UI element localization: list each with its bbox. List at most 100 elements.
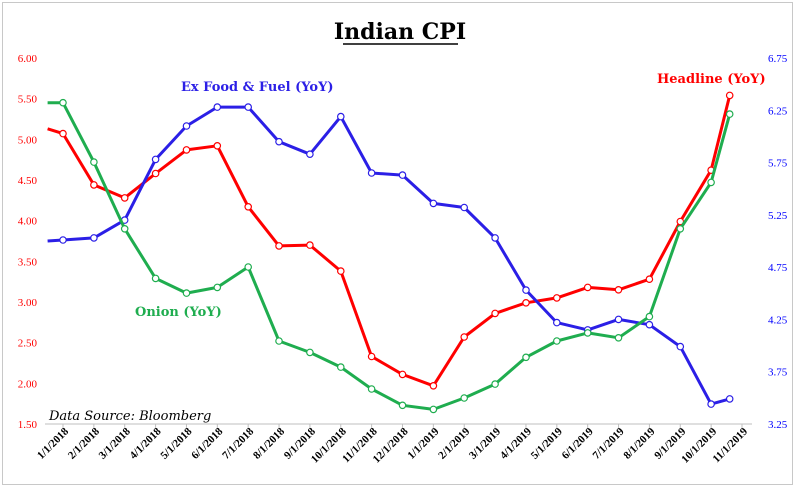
right-axis-tick-label: 5.75 xyxy=(768,158,788,170)
series-point xyxy=(244,203,253,211)
series-line-1 xyxy=(47,105,731,406)
series-point xyxy=(460,203,469,212)
left-axis-tick-label: 3.50 xyxy=(18,256,38,268)
series-point xyxy=(275,242,283,250)
chart-title: Indian CPI xyxy=(334,19,466,45)
series-point xyxy=(367,385,376,393)
indian-cpi-chart: Indian CPI 6.00 5.50 5.00 4.50 4.00 3.50 3.00 2… xyxy=(18,19,788,466)
series-label-onion: Onion (YoY) xyxy=(135,305,222,320)
series-point xyxy=(90,181,98,189)
series-point xyxy=(583,283,592,292)
x-axis-tick-label: 5/1/2018 xyxy=(158,425,194,461)
series-point xyxy=(244,263,253,271)
series-point xyxy=(59,236,67,244)
left-axis-ticks: 6.00 5.50 5.00 4.50 4.00 3.50 3.00 2.50 2.00 1.50 xyxy=(18,53,38,431)
series-point xyxy=(460,333,469,341)
series-point xyxy=(367,169,376,177)
right-axis-tick-label: 4.25 xyxy=(768,314,788,326)
series-point xyxy=(491,380,499,388)
series-point xyxy=(336,112,345,121)
series-point xyxy=(398,370,407,379)
series-point xyxy=(90,234,98,242)
series-point xyxy=(336,363,345,371)
left-axis-tick-label: 1.50 xyxy=(18,419,38,431)
series-point xyxy=(151,155,160,164)
series-point xyxy=(725,110,734,118)
x-axis-tick-label: 2/1/2019 xyxy=(436,425,472,461)
x-axis-tick-label: 8/1/2018 xyxy=(251,425,287,461)
series-point xyxy=(275,137,283,146)
series-point xyxy=(522,286,530,294)
series-point xyxy=(522,298,530,307)
series-point xyxy=(460,394,469,402)
data-source-note: Data Source: Bloomberg xyxy=(48,409,211,424)
series-point xyxy=(275,337,283,345)
x-axis-tick-label: 5/1/2019 xyxy=(529,425,565,461)
series-point xyxy=(725,91,734,100)
series-layer xyxy=(47,91,734,414)
series-point xyxy=(367,352,376,361)
series-point xyxy=(306,348,314,357)
left-axis-tick-label: 4.00 xyxy=(18,216,38,228)
x-axis-tick-label: 4/1/2018 xyxy=(128,425,164,461)
series-point xyxy=(614,285,623,294)
series-point xyxy=(182,122,191,130)
left-axis-tick-label: 2.00 xyxy=(18,378,38,390)
x-axis-tick-label: 2/1/2018 xyxy=(66,425,102,461)
series-point xyxy=(614,333,623,342)
right-axis-tick-label: 4.75 xyxy=(768,262,788,274)
series-point xyxy=(429,381,438,390)
right-axis-tick-label: 5.25 xyxy=(768,210,788,222)
series-point xyxy=(707,178,715,187)
left-axis-tick-label: 2.50 xyxy=(18,338,38,350)
x-axis-tick-label: 6/1/2019 xyxy=(560,425,596,461)
right-axis-ticks: 6.75 6.25 5.75 5.25 4.75 4.25 3.75 3.25 xyxy=(768,53,788,431)
x-axis-tick-label: 1/1/2018 xyxy=(35,425,71,461)
series-point xyxy=(676,225,685,233)
series-point xyxy=(120,225,129,233)
x-axis-tick-label: 3/1/2018 xyxy=(97,425,133,461)
series-point xyxy=(552,337,561,345)
x-axis-tick-label: 7/1/2019 xyxy=(591,425,627,461)
series-point xyxy=(398,401,407,410)
series-point xyxy=(244,103,253,111)
x-axis-tick-label: 1/1/2019 xyxy=(405,425,441,461)
series-point xyxy=(522,353,530,362)
series-point xyxy=(583,329,592,337)
series-point xyxy=(429,405,438,414)
right-axis-tick-label: 6.75 xyxy=(768,53,788,65)
left-axis-tick-label: 6.00 xyxy=(18,53,38,65)
series-point xyxy=(306,241,314,249)
series-point xyxy=(306,150,314,159)
series-label-core: Ex Food & Fuel (YoY) xyxy=(181,80,334,95)
series-point xyxy=(151,169,160,178)
x-axis-tick-label: 6/1/2018 xyxy=(189,425,225,461)
series-label-headline: Headline (YoY) xyxy=(657,72,766,87)
series-point xyxy=(59,129,67,138)
x-axis-ticks: 1/1/20182/1/20183/1/20184/1/20185/1/2018… xyxy=(35,424,750,466)
x-axis-tick-label: 11/1/2019 xyxy=(711,425,751,465)
series-point xyxy=(120,194,129,202)
series-point xyxy=(213,283,222,292)
left-axis-tick-label: 5.50 xyxy=(18,94,38,106)
series-point xyxy=(725,395,734,403)
x-axis-tick-label: 8/1/2019 xyxy=(621,425,657,461)
series-point xyxy=(90,158,98,166)
series-point xyxy=(614,315,623,324)
left-axis-tick-label: 3.00 xyxy=(18,297,38,309)
right-axis-tick-label: 6.25 xyxy=(768,105,788,117)
series-point xyxy=(336,267,345,275)
series-point xyxy=(182,146,191,154)
left-axis-tick-label: 5.00 xyxy=(18,134,38,146)
series-line-2 xyxy=(47,101,732,411)
series-point xyxy=(676,342,685,351)
series-point xyxy=(151,274,160,283)
left-axis-tick-label: 4.50 xyxy=(18,175,38,187)
series-point xyxy=(398,171,407,179)
series-point xyxy=(213,142,222,150)
series-point xyxy=(491,234,499,242)
series-point xyxy=(491,309,499,318)
series-point xyxy=(213,103,222,111)
right-axis-tick-label: 3.75 xyxy=(768,367,788,379)
